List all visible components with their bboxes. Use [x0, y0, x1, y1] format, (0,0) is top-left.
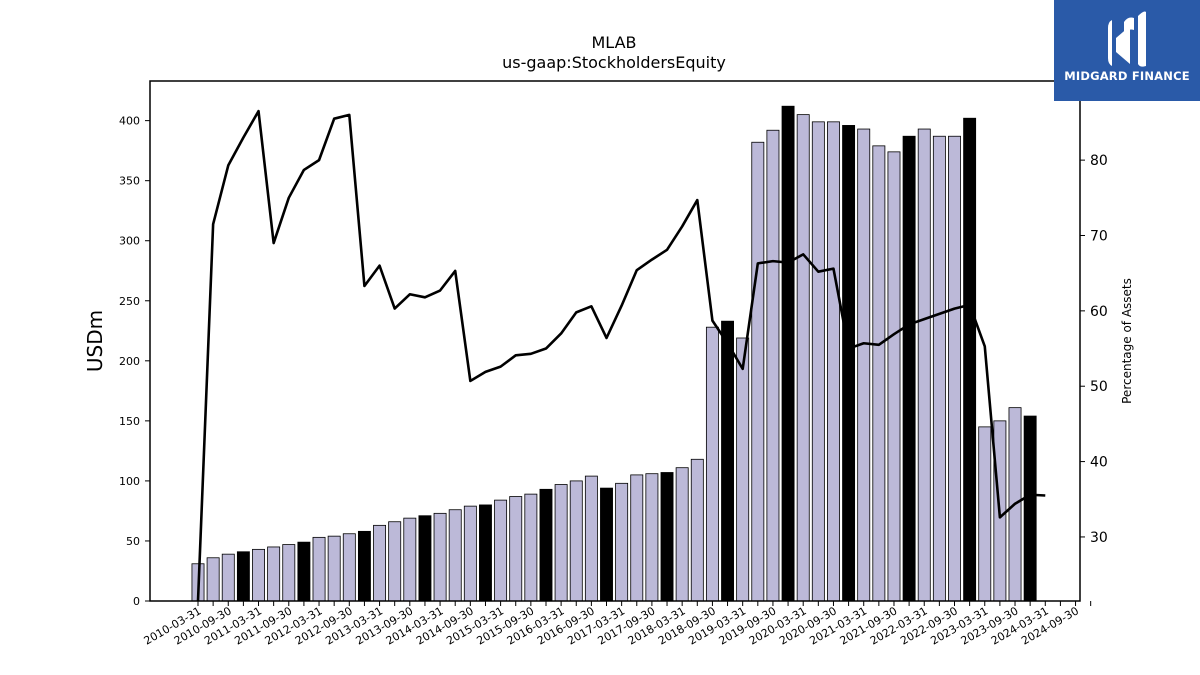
bar	[584, 475, 598, 602]
bar	[811, 121, 825, 602]
bar	[327, 535, 341, 602]
bar	[736, 337, 750, 602]
bar	[509, 496, 523, 602]
bar	[433, 512, 447, 602]
bar	[539, 488, 553, 602]
bar	[645, 473, 659, 602]
bar	[267, 546, 281, 602]
chart-subtitle: us-gaap:StockholdersEquity	[502, 53, 726, 72]
bar	[615, 482, 629, 602]
bar	[463, 505, 477, 602]
right-y-axis: 30 40 50 60 70 80	[1080, 153, 1108, 546]
plot-frame	[149, 80, 1081, 602]
y-axis-label-left: USDm	[83, 310, 107, 372]
bar	[948, 135, 961, 602]
bar	[403, 517, 417, 602]
bar	[917, 128, 931, 602]
bar	[963, 117, 977, 602]
bar	[766, 129, 780, 602]
bar	[282, 544, 296, 602]
logo-mark-icon	[1108, 11, 1146, 67]
brand-logo: MIDGARD FINANCE	[1054, 0, 1200, 101]
bar	[206, 557, 220, 602]
y-tick-label-right: 70	[1090, 228, 1108, 244]
y-tick-label-right: 40	[1090, 455, 1108, 471]
y-tick-label-right: 30	[1090, 530, 1108, 546]
bar	[236, 551, 250, 602]
y-tick-label: 200	[119, 355, 140, 368]
left-y-axis: 0 50 100 150 200 250 300 350 400	[119, 115, 150, 608]
y-tick-label-right: 50	[1090, 379, 1108, 395]
bar	[705, 326, 719, 602]
bar	[721, 320, 735, 602]
bar	[554, 484, 568, 602]
bar	[494, 499, 508, 602]
bar	[448, 509, 462, 602]
y-tick-label: 300	[119, 235, 140, 248]
bar	[978, 426, 992, 602]
bar	[1023, 415, 1037, 602]
y-tick-label: 100	[119, 475, 140, 488]
bar	[312, 536, 326, 602]
y-tick-label-right: 80	[1090, 153, 1108, 169]
logo-text: MIDGARD FINANCE	[1064, 69, 1190, 83]
y-tick-label: 350	[119, 175, 140, 188]
bar	[630, 474, 644, 602]
line-series	[196, 109, 1046, 602]
y-axis-label-right: Percentage of Assets	[1120, 278, 1134, 404]
bar	[524, 493, 538, 602]
y-tick-label-right: 60	[1090, 304, 1108, 320]
y-tick-label: 0	[133, 595, 140, 608]
bar	[569, 480, 583, 602]
percentage-line	[196, 109, 1046, 602]
bar	[887, 151, 901, 602]
bar	[660, 472, 674, 602]
x-axis: 2010-03-312010-09-302011-03-312011-09-30…	[142, 601, 1092, 648]
bar	[751, 141, 765, 602]
bar	[827, 121, 840, 602]
bar	[373, 524, 387, 602]
bar	[872, 145, 886, 602]
bar	[690, 458, 704, 602]
bar	[675, 467, 689, 602]
bar	[388, 521, 402, 602]
bar	[796, 114, 810, 602]
bar	[357, 530, 371, 602]
bar-series	[191, 105, 1037, 602]
bar	[902, 135, 916, 602]
y-tick-label: 150	[119, 415, 140, 428]
bar	[857, 128, 871, 602]
bar	[932, 135, 946, 602]
y-tick-label: 250	[119, 295, 140, 308]
chart-title: MLAB	[591, 33, 636, 52]
bar	[842, 125, 856, 602]
bar	[342, 533, 356, 602]
bar	[252, 548, 265, 602]
bar	[781, 105, 795, 602]
bar	[297, 541, 311, 602]
bar	[418, 515, 432, 602]
bar	[600, 487, 613, 602]
y-tick-label: 400	[119, 115, 140, 128]
bar	[479, 504, 492, 602]
bar	[221, 553, 235, 602]
y-tick-label: 50	[126, 535, 140, 548]
